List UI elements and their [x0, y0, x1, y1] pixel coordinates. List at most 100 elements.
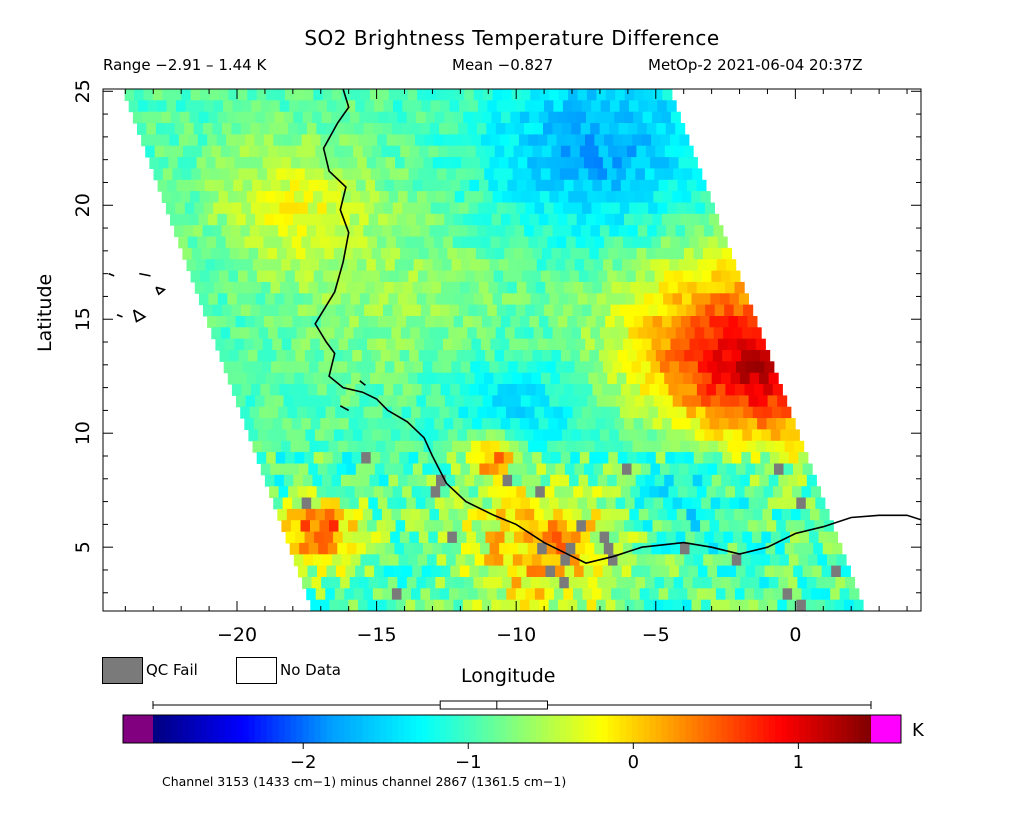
- colorbar-segment: [416, 715, 423, 743]
- swath-cell: [260, 384, 271, 396]
- swath-cell: [815, 497, 826, 510]
- swath-cell: [619, 202, 630, 215]
- swath-cell: [577, 599, 588, 611]
- swath-cell: [556, 338, 567, 351]
- swath-cell: [665, 123, 676, 135]
- swath-cell: [319, 520, 330, 533]
- swath-cell: [300, 259, 311, 272]
- swath-cell: [367, 599, 378, 611]
- island-outline: [155, 286, 167, 296]
- swath-cell: [692, 577, 703, 589]
- swath-cell: [374, 281, 385, 294]
- swath-cell: [726, 565, 737, 578]
- swath-cell: [664, 372, 675, 385]
- colorbar-segment: [242, 715, 250, 743]
- swath-cell: [194, 281, 205, 294]
- swath-cell: [164, 145, 175, 158]
- swath-cell: [141, 134, 152, 147]
- swath-cell: [839, 588, 850, 601]
- swath-cell: [670, 134, 680, 147]
- swath-cell: [664, 474, 675, 487]
- swath-cell: [603, 542, 614, 555]
- swath-cell: [218, 191, 229, 203]
- colorbar-segment: [494, 715, 501, 743]
- swath-cell: [477, 588, 488, 601]
- swath-cell: [787, 577, 798, 589]
- colorbar-segment: [655, 715, 663, 743]
- swath-cell: [816, 577, 827, 589]
- swath-cell: [605, 89, 616, 101]
- swath-cell: [817, 554, 828, 567]
- swath-cell: [398, 554, 409, 567]
- swath-cell: [758, 599, 769, 611]
- swath-cell: [521, 372, 532, 385]
- swath-cell: [628, 531, 639, 544]
- swath-cell: [778, 474, 789, 487]
- swath-cell: [341, 89, 352, 101]
- swath-cell: [329, 418, 340, 430]
- swath-cell: [633, 418, 644, 430]
- colorbar-segment: [218, 715, 226, 743]
- swath-cell: [476, 327, 487, 340]
- swath-cell: [250, 123, 261, 135]
- swath-cell: [282, 418, 293, 430]
- swath-cell: [172, 168, 183, 181]
- swath-cell: [708, 236, 719, 249]
- colorbar-segment: [212, 715, 220, 743]
- colorbar-segment: [667, 715, 675, 743]
- swath-cell: [299, 361, 310, 374]
- swath-cell: [449, 202, 460, 215]
- swath-cell: [396, 418, 407, 430]
- colorbar-segment: [637, 715, 645, 743]
- swath-cell: [527, 361, 538, 374]
- swath-cell: [349, 577, 360, 589]
- swath-cell: [724, 406, 735, 419]
- swath-cell: [336, 384, 347, 396]
- swath-cell: [414, 338, 425, 351]
- swath-cell: [564, 463, 575, 476]
- swath-cell: [502, 89, 512, 101]
- swath-cell: [268, 406, 279, 419]
- swath-cell: [769, 554, 780, 567]
- swath-cell: [331, 395, 342, 408]
- swath-cell: [429, 225, 440, 238]
- swath-cell: [666, 225, 677, 238]
- swath-cell: [472, 316, 483, 328]
- colorbar-segment: [781, 715, 788, 743]
- swath-cell: [416, 577, 427, 589]
- swath-cell: [403, 463, 414, 476]
- colorbar-segment: [362, 715, 369, 743]
- swath-cell: [507, 384, 518, 396]
- swath-cell: [831, 565, 842, 578]
- swath-cell: [423, 157, 434, 169]
- swath-cell: [572, 508, 583, 521]
- swath-cell: [434, 213, 445, 226]
- swath-cell: [618, 531, 629, 544]
- swath-cell: [482, 111, 493, 124]
- swath-cell: [510, 418, 521, 430]
- swath-cell: [468, 100, 479, 113]
- swath-cell: [690, 418, 701, 430]
- swath-cell: [526, 384, 537, 396]
- swath-cell: [310, 236, 321, 249]
- swath-cell: [277, 247, 288, 260]
- swath-cell: [208, 111, 219, 124]
- y-tick-label: 15: [72, 307, 94, 331]
- swath-cell: [667, 202, 678, 215]
- swath-cell: [494, 350, 505, 362]
- swath-cell: [706, 384, 717, 396]
- swath-cell: [627, 554, 638, 567]
- swath-cell: [594, 236, 605, 249]
- swath-cell: [625, 577, 636, 589]
- swath-cell: [224, 338, 235, 351]
- swath-cell: [715, 281, 726, 294]
- swath-cell: [463, 316, 474, 328]
- swath-cell: [466, 350, 477, 362]
- swath-cell: [194, 202, 205, 215]
- swath-cell: [512, 168, 523, 181]
- swath-cell: [248, 429, 259, 442]
- swath-cell: [512, 474, 523, 487]
- satellite-time-readout: MetOp-2 2021-06-04 20:37Z: [648, 56, 863, 74]
- swath-cell: [713, 429, 724, 442]
- swath-cell: [512, 270, 523, 283]
